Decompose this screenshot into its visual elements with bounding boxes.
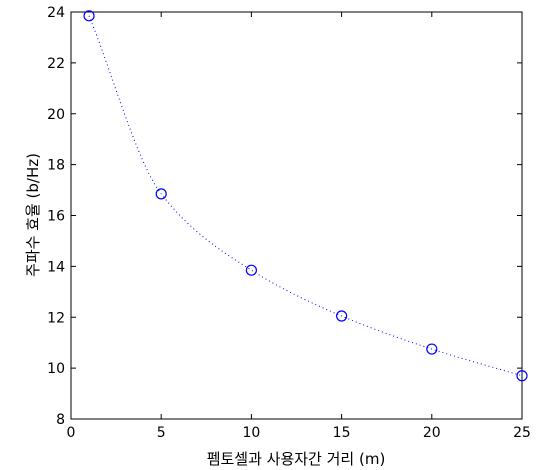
- data-point: [155, 188, 167, 200]
- y-tick-label: 10: [47, 361, 65, 377]
- x-tick-label: 10: [242, 425, 260, 441]
- data-point: [426, 343, 438, 355]
- y-tick-label: 24: [47, 5, 65, 21]
- x-tick-label: 5: [157, 425, 166, 441]
- plot-frame: [70, 11, 523, 420]
- data-point: [83, 10, 95, 22]
- x-tick-label: 25: [513, 425, 531, 441]
- markers: [83, 10, 528, 382]
- data-point: [336, 310, 348, 322]
- data-point: [245, 264, 257, 276]
- x-tick-label: 20: [423, 425, 441, 441]
- y-tick-label: 16: [47, 209, 65, 225]
- ticks: [70, 11, 523, 420]
- y-tick-label: 22: [47, 56, 65, 72]
- series-line: [88, 15, 523, 377]
- y-tick-label: 20: [47, 107, 65, 123]
- x-tick-label: 15: [333, 425, 351, 441]
- x-tick-label: 0: [67, 425, 76, 441]
- data-point: [516, 370, 528, 382]
- y-tick-label: 14: [47, 259, 65, 275]
- y-axis-label: 주파수 효율 (b/Hz): [24, 153, 42, 277]
- y-tick-label: 8: [56, 412, 65, 428]
- x-axis-label: 펨토셀과 사용자간 거리 (m): [207, 450, 386, 468]
- y-tick-label: 18: [47, 158, 65, 174]
- tick-labels: 0 5 10 15 20 25 8 10 12 14 16 18 20 22 24: [47, 5, 531, 441]
- y-tick-label: 12: [47, 310, 65, 326]
